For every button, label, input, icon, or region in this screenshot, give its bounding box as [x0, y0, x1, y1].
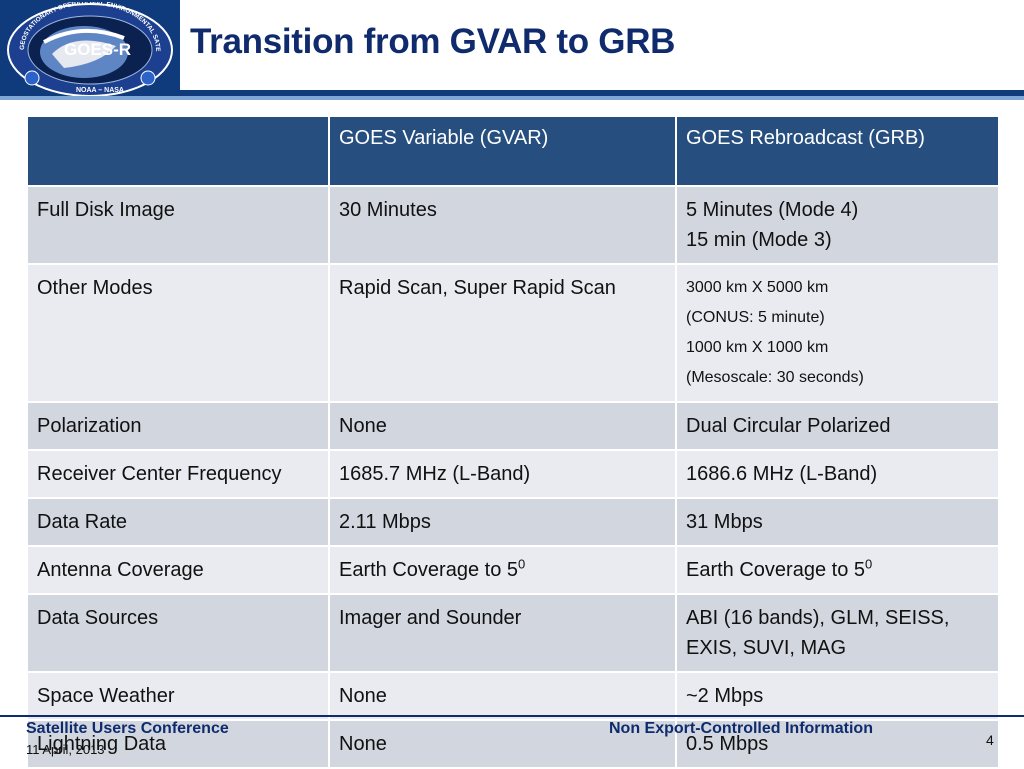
- row-label: Data Rate: [26, 497, 330, 547]
- grb-cell-text: Earth Coverage to 5: [686, 559, 865, 581]
- table-header-grb: GOES Rebroadcast (GRB): [675, 115, 1000, 187]
- header-divider: [180, 90, 1024, 96]
- table-row: Full Disk Image 30 Minutes 5 Minutes (Mo…: [26, 185, 1000, 265]
- grb-cell: 5 Minutes (Mode 4) 15 min (Mode 3): [675, 185, 1000, 265]
- grb-cell-line: 3000 km X 5000 km: [686, 279, 829, 296]
- table-header-gvar: GOES Variable (GVAR): [328, 115, 677, 187]
- goes-r-logo: GOES-R GEOSTATIONARY OPERATIONAL ENVIRON…: [0, 0, 180, 100]
- logo-bottom-text: NOAA – NASA: [76, 87, 124, 94]
- gvar-cell-text: Earth Coverage to 5: [339, 559, 518, 581]
- table-row: Space Weather None ~2 Mbps: [26, 671, 1000, 721]
- footer-classification: Non Export-Controlled Information: [609, 720, 873, 737]
- noaa-emblem-icon: [24, 70, 40, 86]
- goes-r-seal-icon: GOES-R GEOSTATIONARY OPERATIONAL ENVIRON…: [4, 2, 173, 97]
- row-label: Lightning Data: [26, 719, 330, 769]
- grb-cell-line: 5 Minutes (Mode 4): [686, 199, 859, 221]
- row-label: Full Disk Image: [26, 185, 330, 265]
- row-label: Antenna Coverage: [26, 545, 330, 595]
- grb-cell: 3000 km X 5000 km (CONUS: 5 minute) 1000…: [675, 263, 1000, 403]
- footer-date: 11 April, 2013: [26, 742, 105, 757]
- grb-cell-line: 1000 km X 1000 km: [686, 339, 829, 356]
- gvar-cell: 1685.7 MHz (L-Band): [328, 449, 677, 499]
- grb-cell: ~2 Mbps: [675, 671, 1000, 721]
- gvar-cell: None: [328, 719, 677, 769]
- footer-divider: [0, 715, 1024, 717]
- gvar-cell: None: [328, 671, 677, 721]
- table-row: Receiver Center Frequency 1685.7 MHz (L-…: [26, 449, 1000, 499]
- table-row: Antenna Coverage Earth Coverage to 50 Ea…: [26, 545, 1000, 595]
- row-label: Receiver Center Frequency: [26, 449, 330, 499]
- footer-conference: Satellite Users Conference: [26, 720, 229, 737]
- row-label: Space Weather: [26, 671, 330, 721]
- grb-cell: ABI (16 bands), GLM, SEISS, EXIS, SUVI, …: [675, 593, 1000, 673]
- degree-superscript: 0: [518, 556, 526, 572]
- gvar-cell: Rapid Scan, Super Rapid Scan: [328, 263, 677, 403]
- gvar-cell: Imager and Sounder: [328, 593, 677, 673]
- grb-cell-line: 15 min (Mode 3): [686, 229, 832, 251]
- logo-main-text: GOES-R: [64, 40, 131, 59]
- grb-cell-line: EXIS, SUVI, MAG: [686, 637, 847, 659]
- table-row: Data Rate 2.11 Mbps 31 Mbps: [26, 497, 1000, 547]
- table-row: Data Sources Imager and Sounder ABI (16 …: [26, 593, 1000, 673]
- table-header-row: GOES Variable (GVAR) GOES Rebroadcast (G…: [26, 115, 1000, 187]
- table-row: Lightning Data None 0.5 Mbps: [26, 719, 1000, 769]
- header-divider-accent: [0, 96, 1024, 100]
- table-header-empty: [26, 115, 330, 187]
- gvar-cell: Earth Coverage to 50: [328, 545, 677, 595]
- slide-title: Transition from GVAR to GRB: [190, 22, 676, 61]
- page-number: 4: [986, 732, 994, 748]
- grb-cell-line: (Mesoscale: 30 seconds): [686, 369, 864, 386]
- grb-cell-line: ABI (16 bands), GLM, SEISS,: [686, 607, 950, 629]
- table-row: Polarization None Dual Circular Polarize…: [26, 401, 1000, 451]
- comparison-table: GOES Variable (GVAR) GOES Rebroadcast (G…: [26, 115, 1000, 769]
- grb-cell: 0.5 Mbps: [675, 719, 1000, 769]
- nasa-emblem-icon: [140, 70, 156, 86]
- gvar-cell: 30 Minutes: [328, 185, 677, 265]
- grb-cell: 1686.6 MHz (L-Band): [675, 449, 1000, 499]
- gvar-cell: 2.11 Mbps: [328, 497, 677, 547]
- degree-superscript: 0: [865, 556, 873, 572]
- grb-cell: Earth Coverage to 50: [675, 545, 1000, 595]
- grb-cell: 31 Mbps: [675, 497, 1000, 547]
- row-label: Other Modes: [26, 263, 330, 403]
- row-label: Polarization: [26, 401, 330, 451]
- gvar-cell: None: [328, 401, 677, 451]
- grb-cell: Dual Circular Polarized: [675, 401, 1000, 451]
- grb-cell-line: (CONUS: 5 minute): [686, 309, 825, 326]
- table-row: Other Modes Rapid Scan, Super Rapid Scan…: [26, 263, 1000, 403]
- row-label: Data Sources: [26, 593, 330, 673]
